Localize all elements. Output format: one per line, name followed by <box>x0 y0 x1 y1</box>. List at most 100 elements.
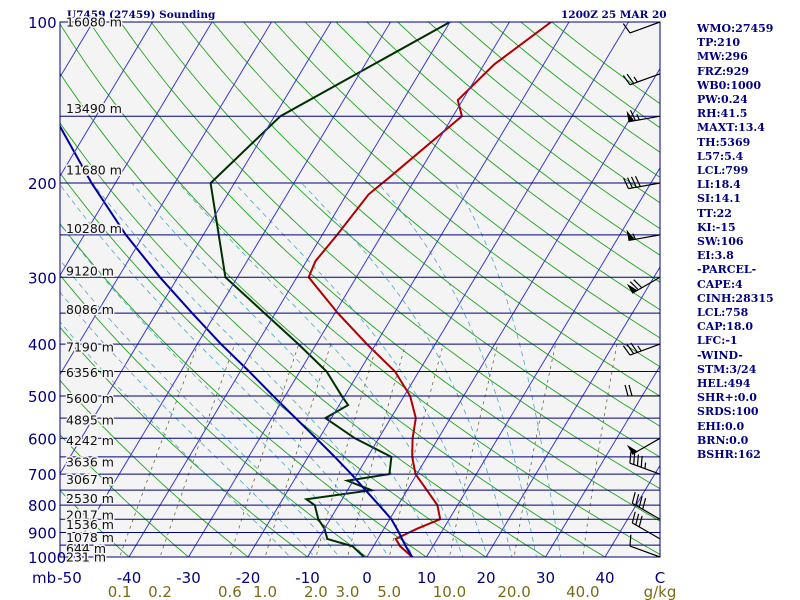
wind-barb-staff <box>631 437 661 455</box>
wind-barb <box>629 534 661 558</box>
wind-barb-staff <box>631 522 661 540</box>
isotherm <box>69 21 391 558</box>
height-label: 6356 m <box>66 365 114 380</box>
wind-barb-flag <box>628 384 633 397</box>
mixing-ratio-tick-label: 2.0 <box>304 583 328 600</box>
wind-barb-flag <box>631 511 636 524</box>
wind-barb-half-flag <box>633 76 638 83</box>
sounding-index: -WIND- <box>697 348 743 362</box>
sounding-index: MW:296 <box>697 50 748 64</box>
wind-barb <box>631 492 661 520</box>
wind-barb-flag <box>633 279 643 289</box>
wind-barb-flag <box>633 453 636 465</box>
temperature-tick-label: -20 <box>236 569 261 587</box>
moist-adiabat <box>60 259 340 557</box>
wind-barb-flag <box>636 454 639 466</box>
wind-barb-flag <box>634 175 641 187</box>
wind-barb-flag <box>629 534 632 547</box>
wind-barb-flag <box>629 109 636 121</box>
mixing-ratio-line <box>229 343 300 557</box>
wind-barb <box>626 437 661 455</box>
moist-adiabat <box>60 291 316 557</box>
mixing-ratio-line <box>582 344 618 557</box>
moist-adiabat <box>234 182 488 557</box>
height-label: 13490 m <box>66 101 122 116</box>
wind-barb-flag <box>622 345 631 356</box>
height-label: 2530 m <box>66 491 114 506</box>
sounding-index: LCL:799 <box>697 164 749 178</box>
isotherm <box>59 21 213 276</box>
temperature-tick-label: -50 <box>57 569 82 587</box>
sounding-index: MAXT:13.4 <box>697 121 765 135</box>
wind-barb-pennant <box>626 444 638 455</box>
wind-barb-staff <box>631 502 661 520</box>
sounding-index: CAPE:4 <box>697 277 743 291</box>
wind-barb <box>629 451 661 475</box>
pressure-tick-label: 700 <box>28 466 57 484</box>
pressure-unit-label: mb <box>32 569 56 587</box>
mixing-ratio-tick-label: 3.0 <box>336 583 360 600</box>
sounding-index: WMO:27459 <box>697 22 774 35</box>
wind-barb-staff <box>628 234 661 242</box>
sounding-index: SW:106 <box>697 235 744 249</box>
wind-barb-pennant <box>626 283 638 294</box>
height-label: 3636 m <box>66 454 114 469</box>
mixing-ratio-tick-label: 40.0 <box>566 583 599 600</box>
dry-adiabat <box>60 326 309 557</box>
height-label: 16080 m <box>66 15 122 30</box>
sounding-index: TP:210 <box>697 36 741 50</box>
pressure-tick-label: 100 <box>28 14 57 32</box>
valid-time: 1200Z 25 MAR 20 <box>561 9 667 21</box>
dry-adiabat <box>60 172 487 557</box>
sounding-index: SI:14.1 <box>697 192 741 206</box>
sounding-index: LFC:-1 <box>697 334 738 348</box>
wind-barb-flag <box>631 492 636 504</box>
dry-adiabat <box>60 222 428 557</box>
height-label: 644 m <box>66 541 106 556</box>
height-label: 9120 m <box>66 263 114 278</box>
dry-adiabat <box>60 72 606 557</box>
wind-barb-flag <box>629 451 632 464</box>
wind-barb-flag <box>638 515 643 528</box>
wind-barb-flag <box>638 496 643 508</box>
height-label: 231 m <box>66 550 106 565</box>
mixing-ratio-tick-label: 0.6 <box>218 583 242 600</box>
dry-adiabat <box>60 379 249 557</box>
pressure-tick-label: 600 <box>28 430 57 448</box>
dry-adiabat <box>366 22 660 256</box>
temperature-tick-label: 40 <box>595 569 614 587</box>
temperature-tick-label: 0 <box>362 569 372 587</box>
dry-adiabat <box>212 22 660 397</box>
height-label: 8086 m <box>66 302 114 317</box>
station-title: U7459 (27459) Sounding <box>67 9 216 21</box>
sounding-index: TT:22 <box>697 206 732 220</box>
sounding-index: LI:18.4 <box>697 178 741 192</box>
dry-adiabat <box>274 22 660 339</box>
sounding-index: PW:0.24 <box>697 93 748 107</box>
wind-barb-flag <box>626 73 635 84</box>
wind-barb-staff <box>629 545 661 558</box>
sounding-index: LCL:758 <box>697 306 749 320</box>
height-label: 5600 m <box>66 391 114 406</box>
height-label: 3067 m <box>66 472 114 487</box>
wind-barb <box>622 73 661 86</box>
dry-adiabat <box>243 22 660 368</box>
wind-barb-flag <box>627 177 633 189</box>
mixing-ratio-line <box>119 343 199 557</box>
height-label: 2017 m <box>66 508 114 523</box>
wind-barb-half-flag <box>644 462 647 469</box>
sounding-index: TH:5369 <box>697 135 751 149</box>
moist-adiabat <box>178 182 464 557</box>
wind-barb <box>631 511 661 540</box>
wind-barb <box>626 109 661 123</box>
wind-barb-flag <box>630 342 638 353</box>
height-label: 4895 m <box>66 412 114 427</box>
height-label: 10280 m <box>66 221 122 236</box>
moist-adiabat <box>301 182 513 557</box>
isotherm <box>59 21 94 78</box>
temperature-tick-label: -30 <box>176 569 201 587</box>
wind-barb-half-flag <box>637 345 642 352</box>
wind-barb <box>623 175 661 190</box>
wind-barb-flag <box>642 498 647 510</box>
temperature-tick-label: -40 <box>117 569 142 587</box>
